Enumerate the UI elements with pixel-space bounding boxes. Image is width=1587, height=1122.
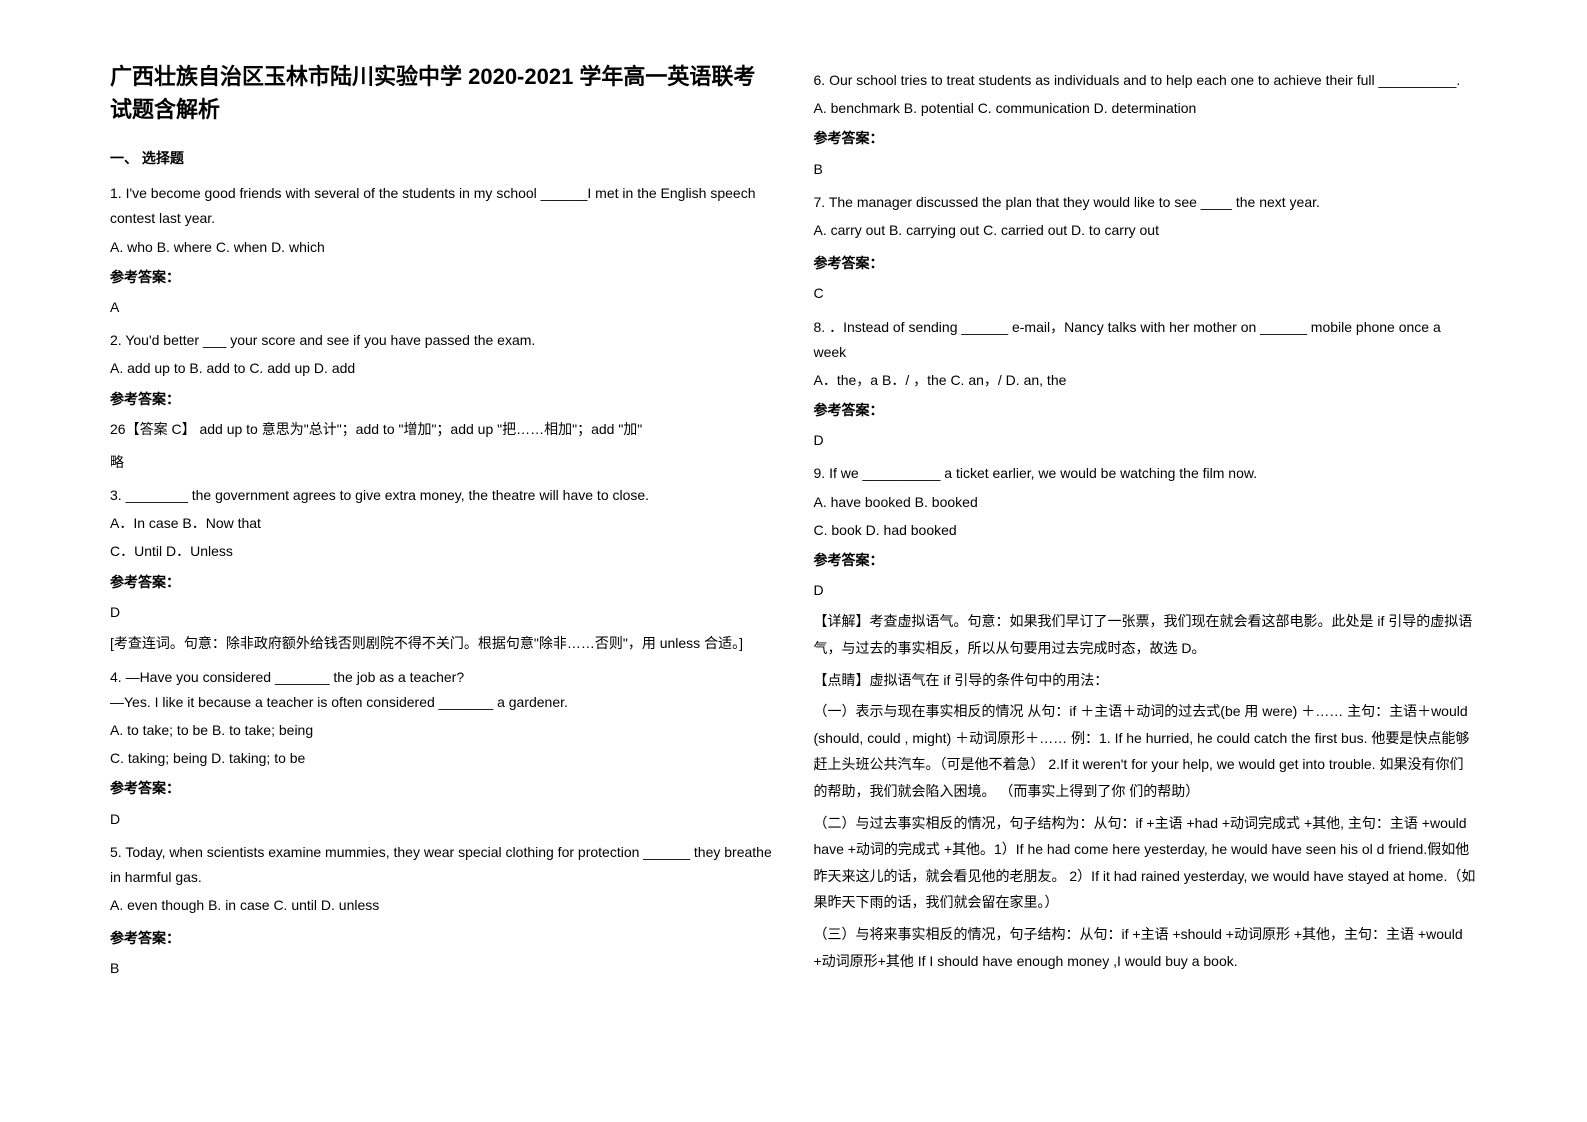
explanation-5: （三）与将来事实相反的情况，句子结构：从句：if +主语 +should +动词… bbox=[814, 921, 1478, 974]
explanation-4: （二）与过去事实相反的情况，句子结构为：从句：if +主语 +had +动词完成… bbox=[814, 810, 1478, 916]
explanation-1: 【详解】考查虚拟语气。句意：如果我们早订了一张票，我们现在就会看这部电影。此处是… bbox=[814, 608, 1478, 661]
question-options: A. carry out B. carrying out C. carried … bbox=[814, 218, 1478, 243]
explanation-2: 【点睛】虚拟语气在 if 引导的条件句中的用法： bbox=[814, 667, 1478, 694]
question-text: 8. ．Instead of sending ______ e-mail，Nan… bbox=[814, 315, 1478, 365]
answer-label: 参考答案： bbox=[814, 126, 1478, 151]
question-2: 2. You'd better ___ your score and see i… bbox=[110, 328, 774, 475]
answer-text: D bbox=[110, 807, 774, 832]
question-text: 9. If we __________ a ticket earlier, we… bbox=[814, 461, 1478, 486]
question-options: A. who B. where C. when D. which bbox=[110, 235, 774, 260]
question-options-2: C. book D. had booked bbox=[814, 518, 1478, 543]
answer-text: D bbox=[814, 578, 1478, 603]
question-4: 4. —Have you considered _______ the job … bbox=[110, 665, 774, 832]
answer-label: 参考答案： bbox=[110, 265, 774, 290]
question-7: 7. The manager discussed the plan that t… bbox=[814, 190, 1478, 307]
section-header: 一、 选择题 bbox=[110, 146, 774, 171]
answer-label: 参考答案： bbox=[814, 398, 1478, 423]
answer-text: B bbox=[110, 956, 774, 981]
question-options-1: A. have booked B. booked bbox=[814, 490, 1478, 515]
extra-text: 略 bbox=[110, 450, 774, 475]
answer-label: 参考答案： bbox=[110, 570, 774, 595]
question-6: 6. Our school tries to treat students as… bbox=[814, 68, 1478, 182]
question-5: 5. Today, when scientists examine mummie… bbox=[110, 840, 774, 982]
question-options: A. even though B. in case C. until D. un… bbox=[110, 893, 774, 918]
question-text: 4. —Have you considered _______ the job … bbox=[110, 665, 774, 690]
question-text: 3. ________ the government agrees to giv… bbox=[110, 483, 774, 508]
question-text: 1. I've become good friends with several… bbox=[110, 181, 774, 231]
question-text: 6. Our school tries to treat students as… bbox=[814, 68, 1478, 93]
question-1: 1. I've become good friends with several… bbox=[110, 181, 774, 320]
answer-label: 参考答案： bbox=[110, 387, 774, 412]
question-text2: —Yes. I like it because a teacher is oft… bbox=[110, 690, 774, 715]
answer-text: D bbox=[814, 428, 1478, 453]
answer-label: 参考答案： bbox=[814, 251, 1478, 276]
answer-label: 参考答案： bbox=[110, 926, 774, 951]
document-title: 广西壮族自治区玉林市陆川实验中学 2020-2021 学年高一英语联考试题含解析 bbox=[110, 60, 774, 126]
answer-label: 参考答案： bbox=[110, 776, 774, 801]
question-options: A. add up to B. add to C. add up D. add bbox=[110, 356, 774, 381]
question-text: 2. You'd better ___ your score and see i… bbox=[110, 328, 774, 353]
question-options: A．the，a B．/ ，the C. an，/ D. an, the bbox=[814, 368, 1478, 393]
answer-text: 26【答案 C】 add up to 意思为"总计"；add to "增加"；a… bbox=[110, 417, 774, 442]
question-8: 8. ．Instead of sending ______ e-mail，Nan… bbox=[814, 315, 1478, 454]
question-options-2: C．Until D．Unless bbox=[110, 539, 774, 564]
question-options-2: C. taking; being D. taking; to be bbox=[110, 746, 774, 771]
answer-text: B bbox=[814, 157, 1478, 182]
question-text: 7. The manager discussed the plan that t… bbox=[814, 190, 1478, 215]
question-text: 5. Today, when scientists examine mummie… bbox=[110, 840, 774, 890]
answer-label: 参考答案： bbox=[814, 548, 1478, 573]
answer-text: D bbox=[110, 600, 774, 625]
question-options: A. benchmark B. potential C. communicati… bbox=[814, 96, 1478, 121]
answer-text: C bbox=[814, 281, 1478, 306]
question-9: 9. If we __________ a ticket earlier, we… bbox=[814, 461, 1478, 974]
right-column: 6. Our school tries to treat students as… bbox=[794, 60, 1498, 1062]
question-3: 3. ________ the government agrees to giv… bbox=[110, 483, 774, 657]
explanation: [考查连词。句意：除非政府额外给钱否则剧院不得不关门。根据句意"除非……否则"，… bbox=[110, 630, 774, 657]
question-options-1: A．In case B．Now that bbox=[110, 511, 774, 536]
question-options-1: A. to take; to be B. to take; being bbox=[110, 718, 774, 743]
answer-text: A bbox=[110, 295, 774, 320]
left-column: 广西壮族自治区玉林市陆川实验中学 2020-2021 学年高一英语联考试题含解析… bbox=[90, 60, 794, 1062]
explanation-3: （一）表示与现在事实相反的情况 从句：if ＋主语＋动词的过去式(be 用 we… bbox=[814, 698, 1478, 804]
